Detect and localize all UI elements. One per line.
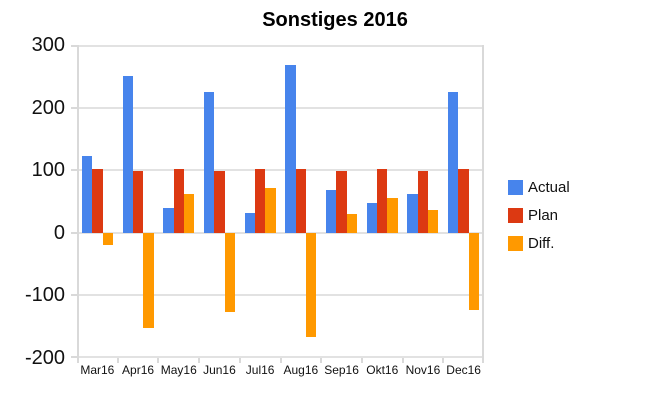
x-tick xyxy=(360,358,363,363)
bar-diff-okt16 xyxy=(387,198,398,233)
chart-legend: Actual Plan Diff. xyxy=(508,180,570,264)
legend-item-plan: Plan xyxy=(508,208,570,223)
bar-diff-aug16 xyxy=(306,232,317,337)
x-axis-label: Nov16 xyxy=(405,363,441,377)
x-tick xyxy=(482,358,484,363)
x-tick xyxy=(279,358,282,363)
y-axis-label: -100 xyxy=(24,284,65,307)
x-tick xyxy=(401,358,404,363)
x-axis-label: May16 xyxy=(160,363,197,377)
x-axis-label: Okt16 xyxy=(366,363,399,377)
y-tick xyxy=(71,106,77,109)
gridline xyxy=(77,294,484,297)
x-axis-label: Jun16 xyxy=(203,363,236,377)
x-tick xyxy=(77,358,79,363)
x-tick xyxy=(238,358,241,363)
legend-swatch-icon xyxy=(508,208,523,223)
chart-title: Sonstiges 2016 xyxy=(262,9,408,31)
x-tick xyxy=(442,358,445,363)
y-tick xyxy=(71,169,77,172)
plot-border-right xyxy=(482,45,484,358)
legend-item-diff: Diff. xyxy=(508,236,570,251)
bar-plan-aug16 xyxy=(295,168,306,233)
bar-actual-nov16 xyxy=(407,193,418,233)
bar-diff-sep16 xyxy=(346,214,358,233)
bar-plan-jul16 xyxy=(254,168,266,233)
x-axis-label: Jul16 xyxy=(245,363,275,377)
gridline xyxy=(77,169,484,172)
x-axis-label: Mar16 xyxy=(80,363,115,377)
gridline xyxy=(77,45,484,47)
y-axis-label: 200 xyxy=(31,96,65,119)
bar-plan-sep16 xyxy=(336,171,347,233)
bar-diff-apr16 xyxy=(143,232,154,328)
bar-diff-dec16 xyxy=(468,232,480,310)
gridline xyxy=(77,106,484,109)
legend-label: Diff. xyxy=(528,235,555,252)
legend-label: Actual xyxy=(528,179,570,196)
y-tick xyxy=(71,231,77,234)
x-tick xyxy=(198,358,201,363)
bar-diff-nov16 xyxy=(428,210,439,233)
bar-actual-sep16 xyxy=(326,190,337,233)
bar-actual-okt16 xyxy=(366,203,378,233)
plot-area xyxy=(71,45,484,363)
bar-diff-jul16 xyxy=(265,188,276,233)
legend-item-actual: Actual xyxy=(508,180,570,195)
x-tick xyxy=(116,358,119,363)
y-axis-label: 0 xyxy=(53,221,65,244)
y-axis-label: 100 xyxy=(31,159,65,182)
bar-diff-jun16 xyxy=(224,232,235,313)
x-axis-label: Aug16 xyxy=(283,363,319,377)
legend-swatch-icon xyxy=(508,236,523,251)
legend-swatch-icon xyxy=(508,180,523,195)
bar-actual-aug16 xyxy=(285,65,296,233)
y-tick xyxy=(71,294,77,297)
bar-actual-apr16 xyxy=(122,76,133,233)
bar-plan-dec16 xyxy=(458,168,469,233)
bar-actual-jul16 xyxy=(244,213,255,233)
y-axis-label: -200 xyxy=(24,347,65,369)
bar-actual-jun16 xyxy=(203,91,215,233)
gridline xyxy=(77,231,484,234)
gridline xyxy=(77,356,484,358)
bar-plan-jun16 xyxy=(214,171,225,233)
bar-plan-okt16 xyxy=(377,168,388,233)
x-axis-label: Dec16 xyxy=(446,363,481,377)
bar-actual-dec16 xyxy=(448,91,459,233)
x-tick xyxy=(157,358,160,363)
x-tick xyxy=(320,358,323,363)
bar-diff-may16 xyxy=(183,193,195,233)
bar-plan-mar16 xyxy=(92,168,103,233)
y-tick xyxy=(71,356,77,358)
bar-plan-nov16 xyxy=(417,171,429,233)
y-tick xyxy=(71,45,77,47)
bar-plan-apr16 xyxy=(132,171,144,233)
bar-actual-may16 xyxy=(163,207,174,233)
bar-plan-may16 xyxy=(173,168,184,233)
x-axis-label: Apr16 xyxy=(122,363,155,377)
legend-label: Plan xyxy=(528,207,559,224)
bar-actual-mar16 xyxy=(81,156,93,233)
x-axis-label: Sep16 xyxy=(324,363,359,377)
bar-diff-mar16 xyxy=(102,232,113,246)
plot-border-left xyxy=(77,45,79,358)
y-axis-label: 300 xyxy=(31,34,65,56)
